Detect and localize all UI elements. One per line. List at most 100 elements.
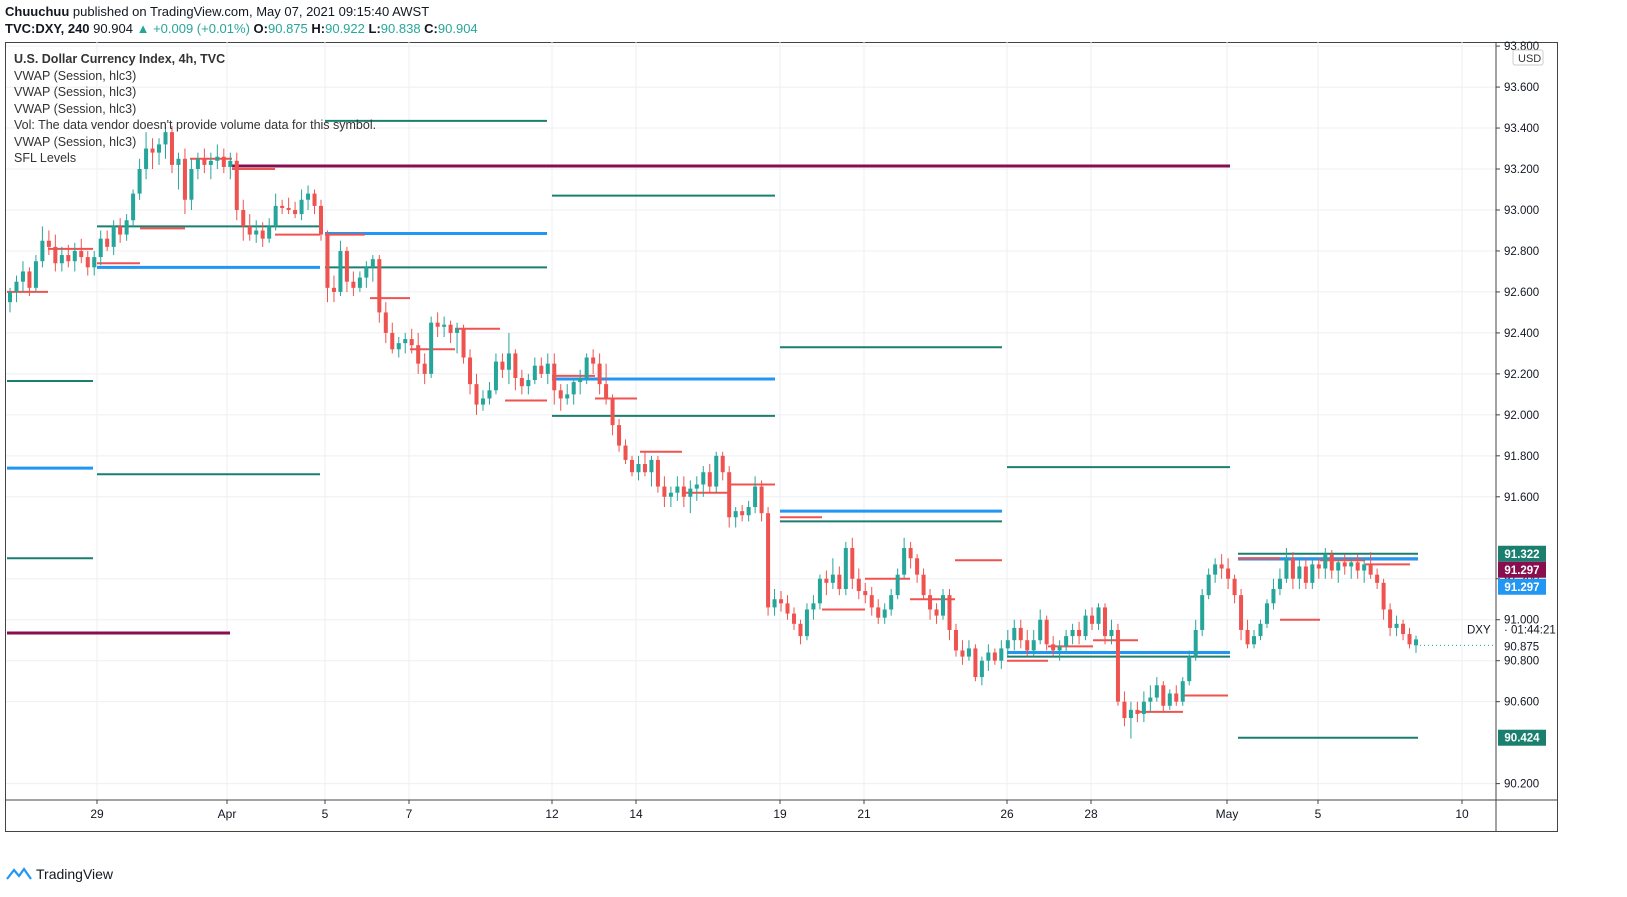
candle-body [208, 160, 213, 165]
legend-item-volume[interactable]: Vol: The data vendor doesn't provide vol… [14, 118, 377, 132]
y-tick-label: 92.600 [1504, 287, 1539, 299]
candle-body [131, 193, 136, 221]
tradingview-brand[interactable]: TradingView [6, 866, 113, 882]
candle-body [1161, 685, 1166, 706]
legend-item-vwap-1[interactable]: VWAP (Session, hlc3) [14, 68, 137, 83]
legend-item-vwap-2[interactable]: VWAP (Session, hlc3) [14, 85, 137, 99]
y-tick-label: 91.000 [1504, 615, 1539, 627]
candle-body [7, 291, 13, 303]
candle-body [247, 226, 252, 235]
candle-body [20, 271, 25, 282]
candle-body [610, 398, 615, 426]
candle-body [714, 455, 719, 487]
x-tick-label: 28 [1084, 807, 1098, 821]
candle-body [221, 156, 226, 167]
up-arrow-icon: ▲ [136, 21, 150, 36]
candle-body [27, 271, 32, 288]
candle-body [267, 226, 272, 239]
candle-body [79, 250, 84, 258]
candle-body [1349, 562, 1354, 567]
candle-body [1115, 629, 1120, 702]
candle-body [1401, 623, 1406, 635]
candle-body [1323, 554, 1328, 569]
last-price-symbol: DXY [1467, 624, 1491, 636]
candle-body [1128, 709, 1133, 719]
y-tick-label: 90.800 [1504, 656, 1539, 668]
price-badge [1498, 545, 1546, 562]
candle-body [1413, 639, 1419, 646]
candle-body [163, 132, 168, 145]
candle-body [902, 548, 907, 575]
candle-body [1297, 566, 1302, 579]
candle-body [1388, 609, 1393, 628]
candle-body [98, 238, 103, 258]
publish-date: published on TradingView.com, May 07, 20… [72, 4, 430, 19]
price-change: +0.009 (+0.01%) [153, 21, 250, 36]
candle-body [364, 267, 369, 278]
candle-body [1381, 582, 1386, 610]
candle-body [604, 384, 609, 399]
candle-body [144, 148, 149, 170]
candle-body [92, 257, 97, 268]
candle-body [1258, 623, 1263, 637]
y-tick-label: 92.200 [1504, 369, 1539, 381]
legend-item-sfl-levels[interactable]: SFL Levels [14, 151, 77, 165]
candle-body [377, 259, 382, 313]
candle-body [779, 599, 784, 604]
candle-body [1342, 562, 1347, 567]
candle-body [260, 230, 265, 239]
candle-body [500, 361, 505, 370]
candle-body [882, 609, 887, 618]
y-tick-label: 91.600 [1504, 492, 1539, 504]
candle-body [746, 507, 751, 516]
legend-item-vwap-3[interactable]: VWAP (Session, hlc3) [14, 101, 137, 116]
close-label: C: [424, 21, 438, 36]
candle-body [1083, 615, 1088, 637]
candle-body [1096, 607, 1101, 624]
candle-body [241, 209, 246, 227]
x-tick-label: 7 [406, 807, 413, 821]
candle-body [1057, 646, 1062, 651]
candle-body [1051, 644, 1056, 651]
candle-body [649, 459, 654, 473]
low-value: 90.838 [380, 21, 421, 36]
candle-body [344, 250, 349, 282]
candle-body [455, 328, 460, 333]
chart-frame[interactable] [5, 42, 1558, 832]
candle-body [733, 511, 738, 518]
candle-body [461, 328, 466, 358]
legend-item-vwap-4[interactable]: VWAP (Session, hlc3) [14, 134, 137, 149]
candle-body [53, 246, 58, 264]
candle-body [474, 384, 479, 405]
candle-body [791, 613, 796, 624]
candle-body [1148, 697, 1153, 702]
candle-body [370, 259, 375, 268]
candle-body [293, 209, 298, 215]
candle-body [856, 578, 861, 592]
candle-body [1368, 564, 1373, 575]
bar-countdown: · 01:44:21 [1504, 624, 1556, 636]
symbol: TVC:DXY, 240 [5, 21, 90, 36]
y-tick-label: 93.600 [1504, 82, 1539, 94]
candle-body [817, 578, 822, 604]
candle-body [766, 513, 771, 608]
x-tick-label: 19 [773, 807, 787, 821]
open-value: 90.875 [268, 21, 308, 36]
tradingview-logo-icon [6, 867, 32, 880]
candle-body [681, 486, 686, 497]
indicator-legend: U.S. Dollar Currency Index, 4h, TVC VWAP… [14, 51, 376, 167]
candle-body [1102, 607, 1108, 637]
x-tick-label: 29 [90, 807, 104, 821]
brand-name: TradingView [36, 866, 114, 882]
high-label: H: [311, 21, 326, 36]
candle-body [1407, 634, 1412, 645]
x-tick-label: 21 [857, 807, 871, 821]
candle-body [545, 363, 550, 374]
candle-body [876, 607, 881, 618]
candle-body [539, 365, 544, 374]
candle-body [526, 380, 531, 387]
candle-body [189, 169, 194, 200]
candle-body [869, 595, 874, 608]
candle-body [468, 357, 473, 385]
